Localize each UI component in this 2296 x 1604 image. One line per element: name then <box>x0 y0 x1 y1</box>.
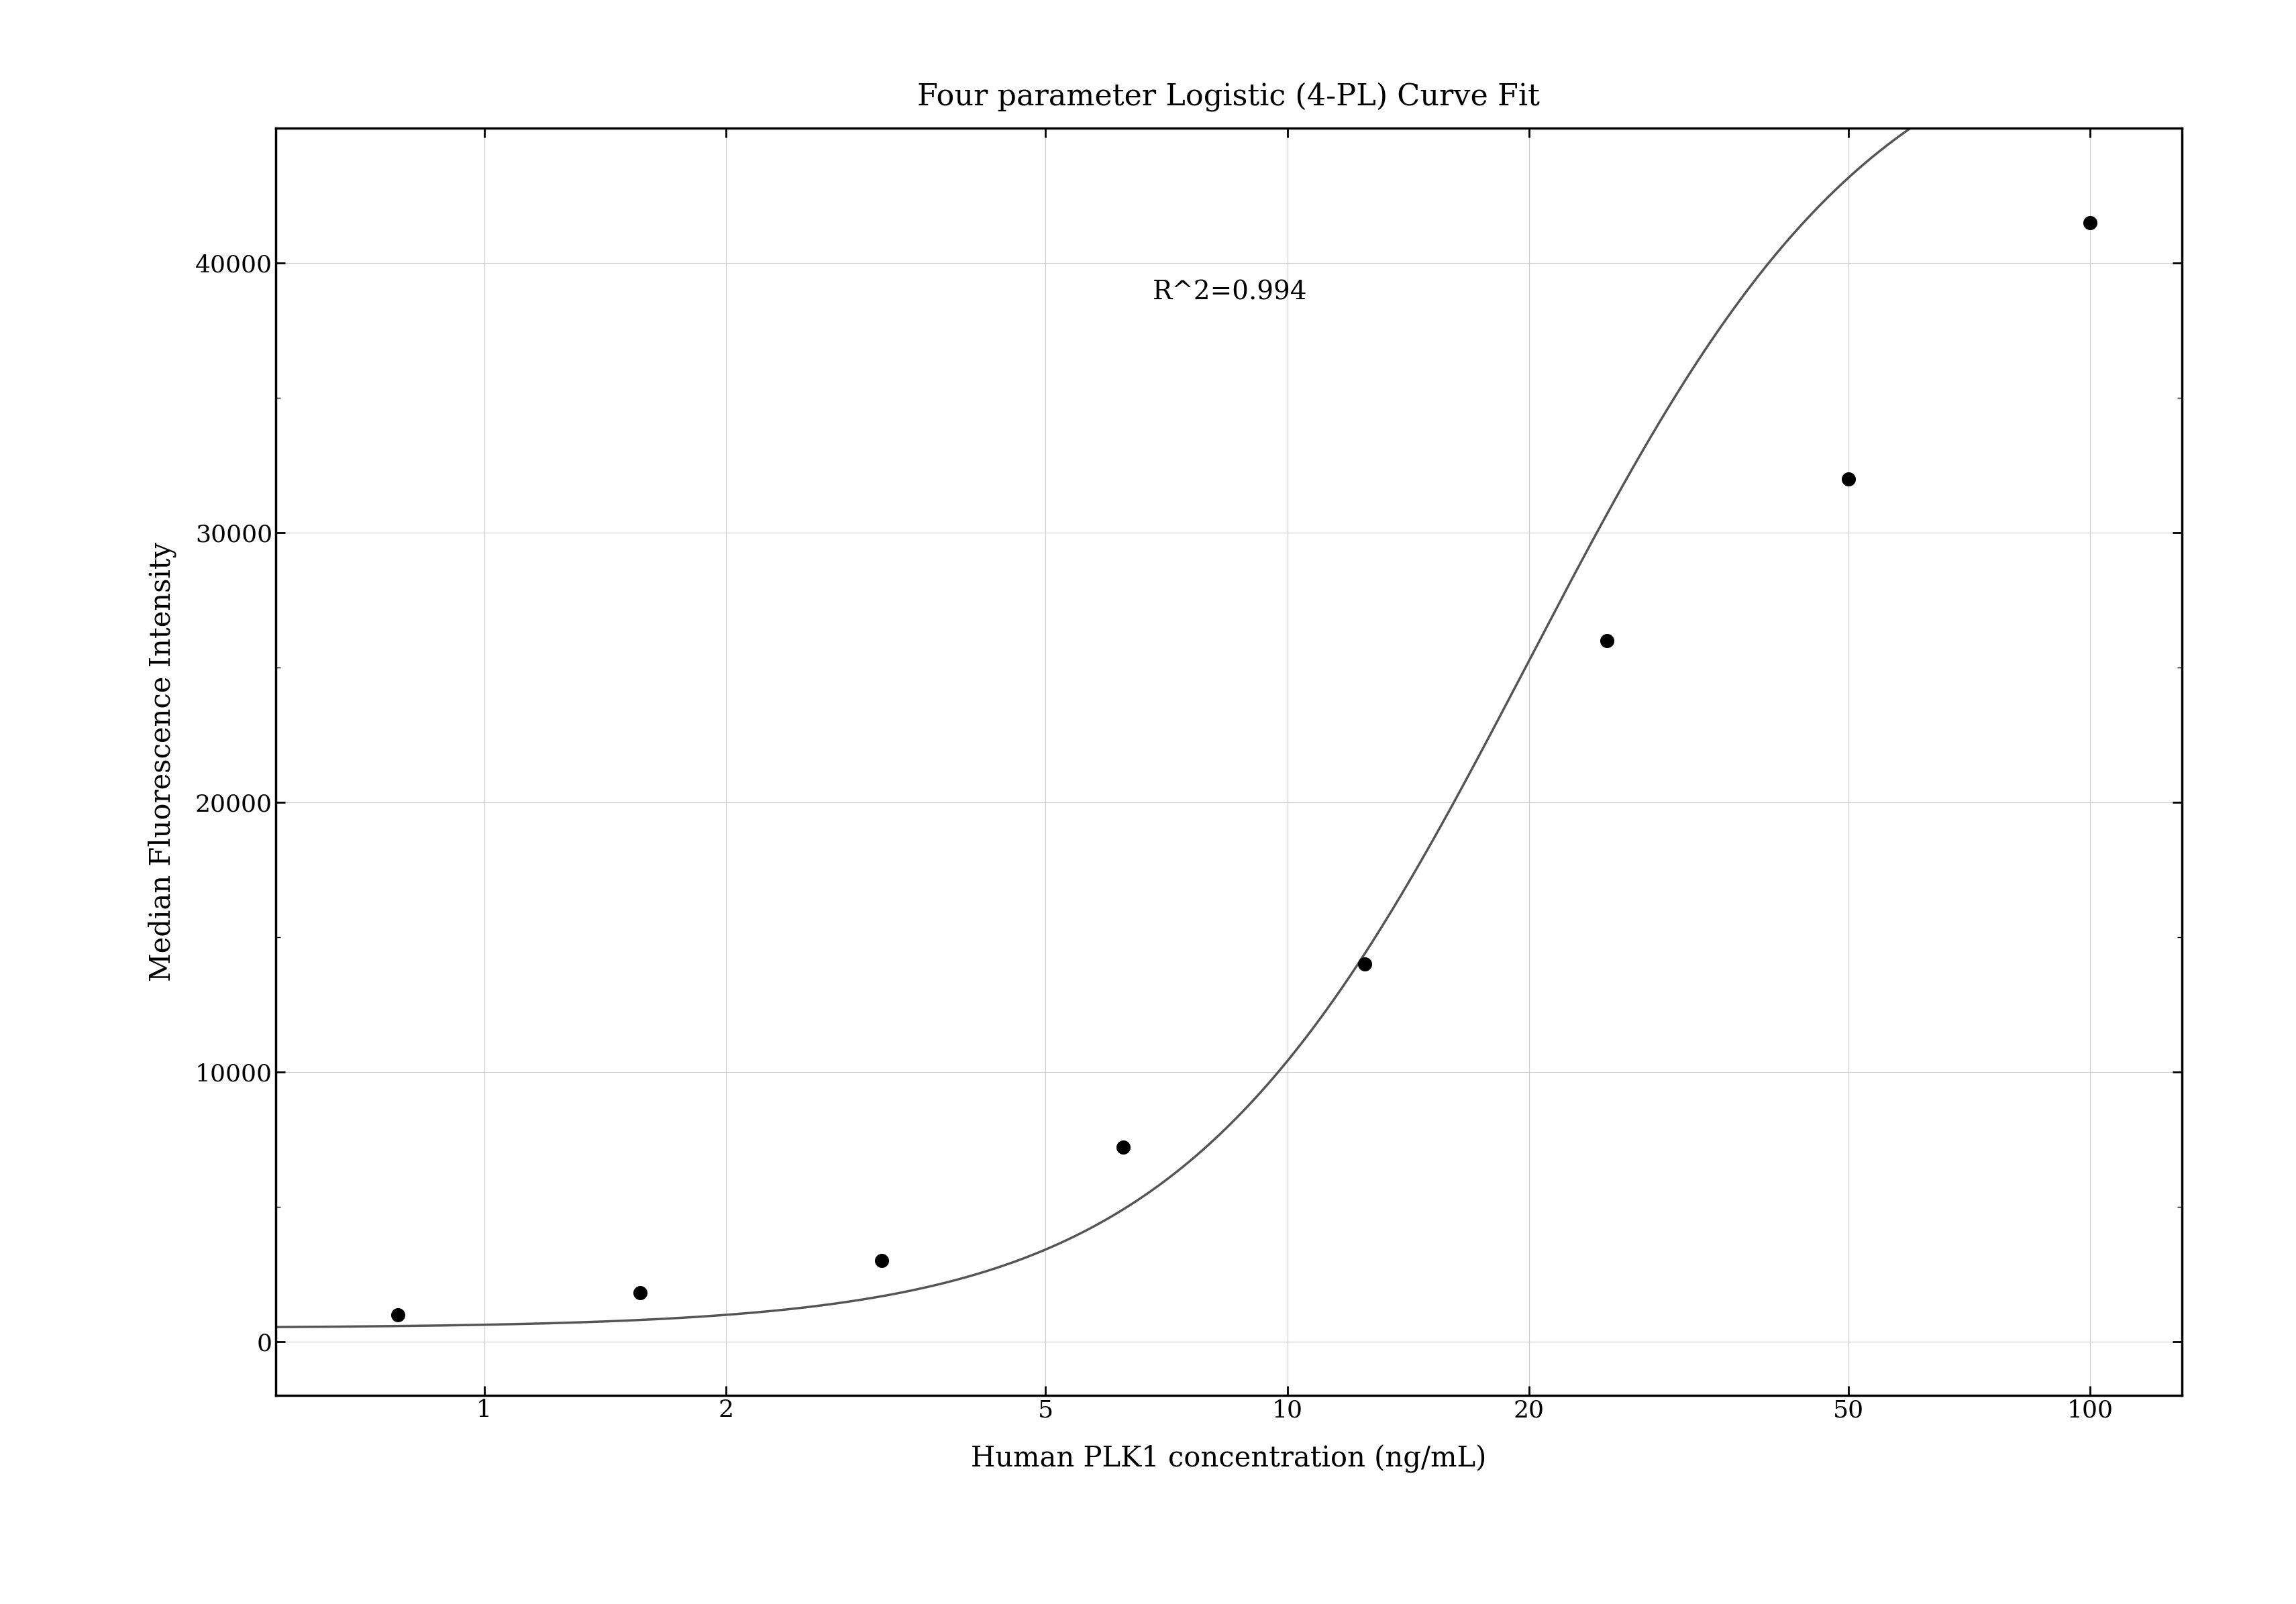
Point <box>1345 951 1382 977</box>
Text: R^2=0.994: R^2=0.994 <box>1153 281 1306 305</box>
Point <box>2071 210 2108 236</box>
Y-axis label: Median Fluorescence Intensity: Median Fluorescence Intensity <box>147 542 177 982</box>
Point <box>1589 627 1626 653</box>
Point <box>622 1280 659 1306</box>
X-axis label: Human PLK1 concentration (ng/mL): Human PLK1 concentration (ng/mL) <box>971 1445 1486 1472</box>
Title: Four parameter Logistic (4-PL) Curve Fit: Four parameter Logistic (4-PL) Curve Fit <box>916 82 1541 111</box>
Point <box>1104 1134 1141 1160</box>
Point <box>379 1302 416 1328</box>
Point <box>1830 467 1867 492</box>
Point <box>863 1248 900 1274</box>
